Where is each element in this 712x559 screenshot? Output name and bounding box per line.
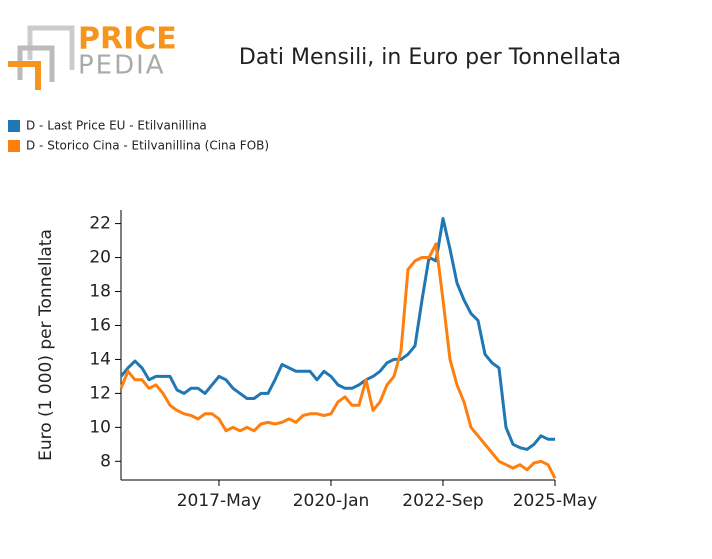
- y-tick-label: 20: [89, 248, 111, 268]
- y-axis-label: Euro (1 000) per Tonnellata: [36, 229, 56, 461]
- legend-swatch: [8, 120, 20, 132]
- logo-bottom: PEDIA: [78, 51, 166, 81]
- logo: PRICE PEDIA: [8, 22, 177, 90]
- line-series: [119, 217, 555, 451]
- legend-label: D - Storico Cina - Etilvanillina (Cina F…: [26, 139, 269, 153]
- y-tick-label: 22: [89, 214, 111, 234]
- x-tick-label: 2020-Jan: [293, 491, 370, 511]
- y-tick-label: 12: [89, 383, 111, 403]
- x-tick-label: 2022-Sep: [402, 491, 483, 511]
- y-tick-label: 16: [89, 315, 111, 335]
- x-tick-label: 2025-May: [513, 491, 598, 511]
- legend-swatch: [8, 140, 20, 152]
- x-tick-label: 2017-May: [177, 491, 262, 511]
- y-tick-label: 8: [100, 451, 111, 471]
- line-series: [119, 242, 557, 479]
- y-tick-label: 10: [89, 417, 111, 437]
- logo-mark: [8, 61, 41, 90]
- legend-label: D - Last Price EU - Etilvanillina: [26, 119, 207, 133]
- logo-top: PRICE: [78, 22, 177, 57]
- chart-title: Dati Mensili, in Euro per Tonnellata: [239, 45, 621, 70]
- y-tick-label: 18: [89, 282, 111, 302]
- y-tick-label: 14: [89, 349, 111, 369]
- logo-mark: [27, 25, 75, 70]
